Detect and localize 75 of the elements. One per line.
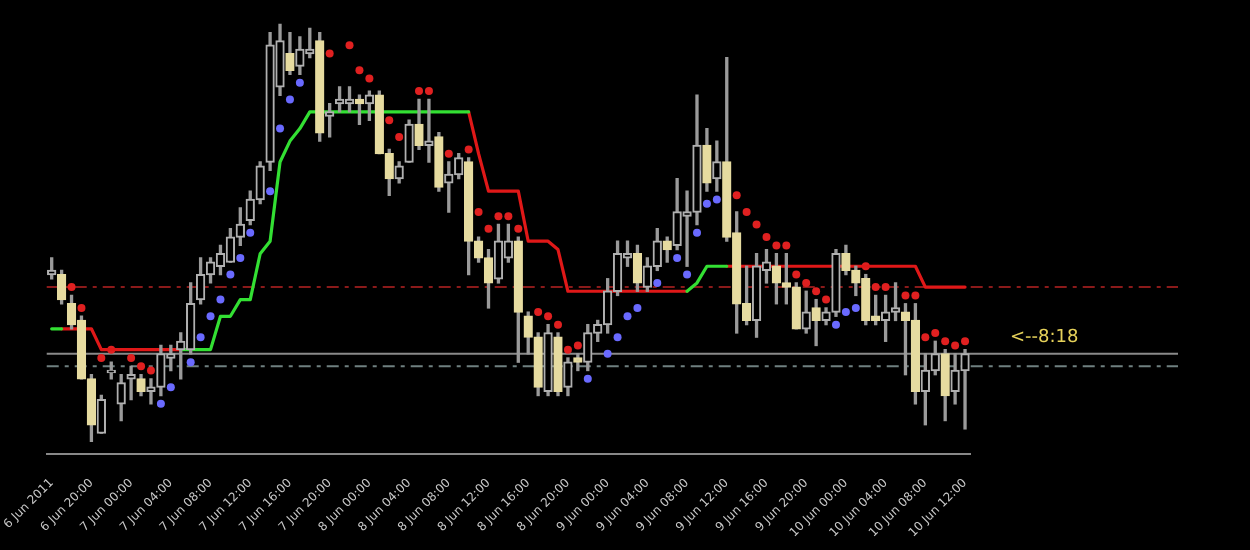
point: [355, 66, 364, 75]
point: [623, 312, 632, 321]
point: [444, 149, 453, 158]
point: [544, 312, 553, 321]
point: [534, 308, 543, 317]
point: [732, 191, 741, 200]
point: [782, 241, 791, 250]
point: [67, 283, 76, 292]
point: [673, 253, 682, 262]
point: [563, 345, 572, 354]
point: [385, 116, 394, 125]
point: [464, 145, 473, 154]
point: [276, 124, 285, 133]
point: [166, 383, 175, 392]
point: [812, 287, 821, 296]
point: [931, 328, 940, 337]
point: [97, 353, 106, 362]
point: [196, 333, 205, 342]
point: [911, 291, 920, 300]
point: [226, 270, 235, 279]
point: [901, 291, 910, 300]
point: [822, 295, 831, 304]
point: [484, 224, 493, 233]
candlestick: [126, 365, 136, 401]
candlestick: [424, 98, 434, 163]
point: [921, 333, 930, 342]
point: [246, 228, 255, 237]
point: [851, 303, 860, 312]
point: [137, 362, 146, 371]
point: [951, 341, 960, 350]
point: [424, 87, 433, 96]
point: [474, 208, 483, 217]
point: [712, 195, 721, 204]
point: [802, 278, 811, 287]
point: [216, 295, 225, 304]
point: [792, 270, 801, 279]
point: [494, 212, 503, 221]
point: [146, 366, 155, 375]
point: [941, 337, 950, 346]
point: [752, 220, 761, 229]
point: [325, 49, 334, 58]
point: [583, 374, 592, 383]
point: [156, 399, 165, 408]
point: [742, 208, 751, 217]
point: [772, 241, 781, 250]
point: [613, 333, 622, 342]
point: [961, 337, 970, 346]
text: <--8:18: [1010, 327, 1080, 348]
point: [871, 283, 880, 292]
point: [573, 341, 582, 350]
point: [504, 212, 513, 221]
point: [762, 233, 771, 242]
point: [683, 270, 692, 279]
point: [186, 358, 195, 367]
point: [236, 253, 245, 262]
point: [395, 132, 404, 141]
point: [365, 74, 374, 83]
point: [266, 187, 275, 196]
point: [841, 308, 850, 317]
point: [415, 87, 424, 96]
point: [206, 312, 215, 321]
point: [285, 95, 294, 104]
point: [702, 199, 711, 208]
point: [295, 78, 304, 87]
point: [514, 224, 523, 233]
point: [692, 228, 701, 237]
point: [831, 320, 840, 329]
point: [603, 349, 612, 358]
point: [345, 41, 354, 50]
point: [881, 283, 890, 292]
point: [77, 303, 86, 312]
point: [633, 303, 642, 312]
point: [653, 278, 662, 287]
point: [554, 320, 562, 329]
point: [127, 353, 136, 362]
